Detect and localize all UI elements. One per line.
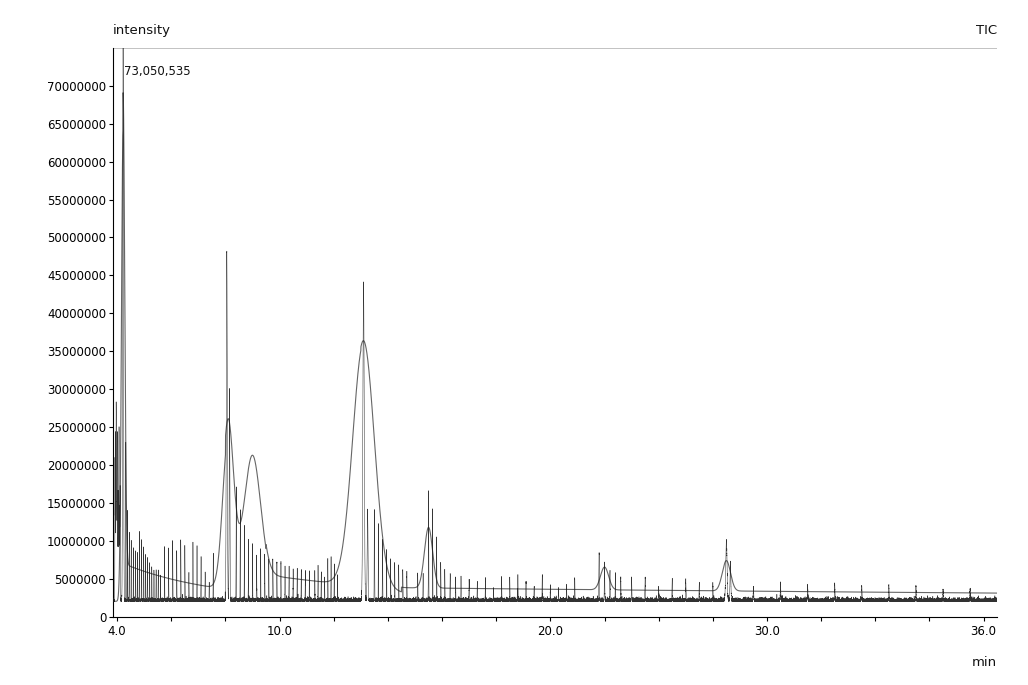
Text: intensity: intensity xyxy=(113,23,171,36)
Text: min: min xyxy=(972,656,997,669)
Text: 73,050,535: 73,050,535 xyxy=(123,66,190,79)
Text: TIC: TIC xyxy=(976,23,997,36)
